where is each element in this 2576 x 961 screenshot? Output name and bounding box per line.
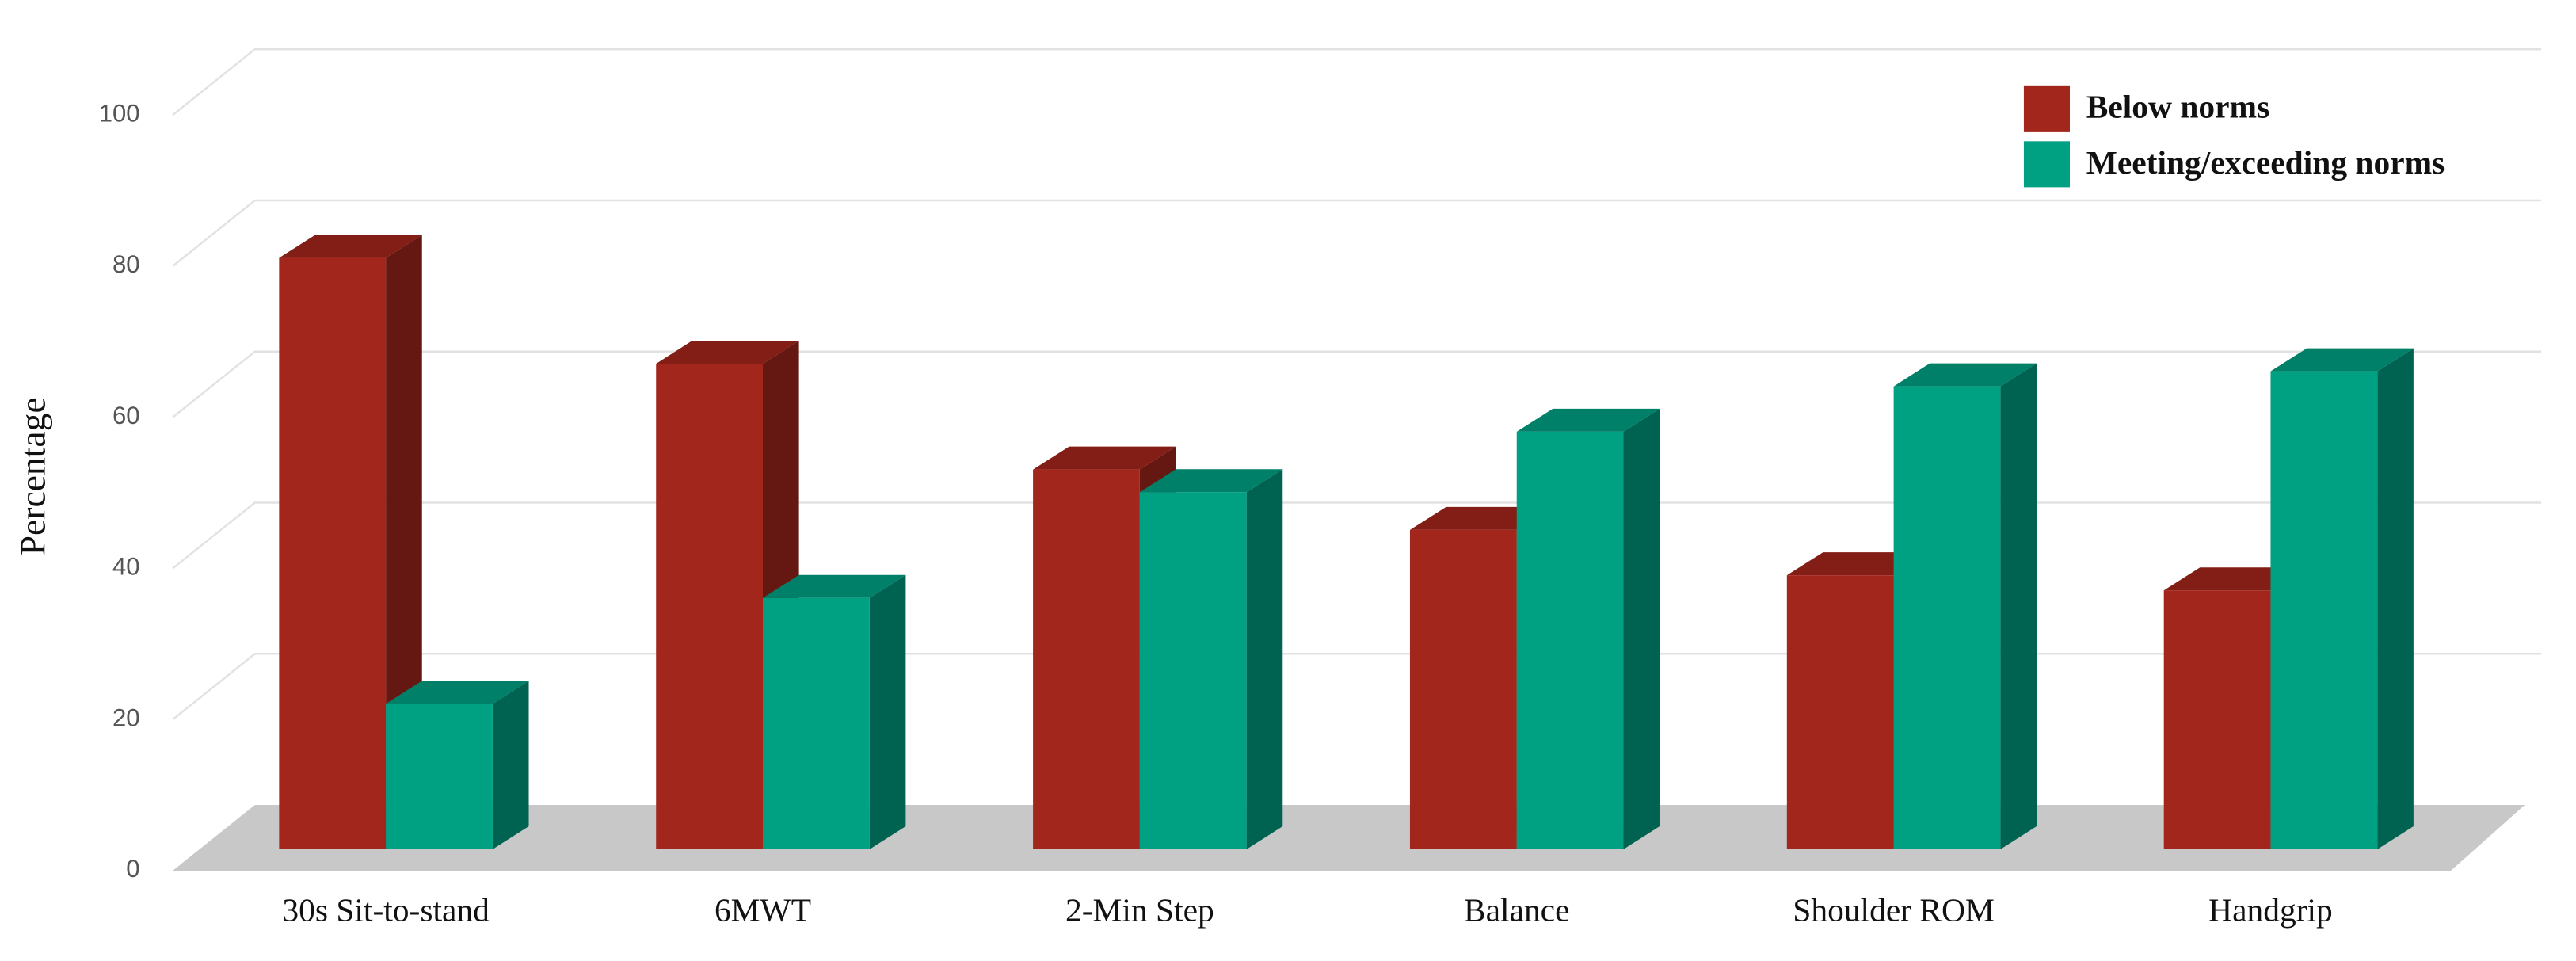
grid-line [172,199,2542,267]
bar [1409,529,1517,850]
y-tick-label: 20 [112,704,140,731]
bar-top [762,574,906,598]
bar-top [1516,408,1660,432]
x-tick-label: 2-Min Step [1065,891,1214,928]
bar [1516,431,1624,850]
bar [386,704,493,850]
x-tick-label: Shoulder ROM [1793,891,1995,928]
bar-top [1893,363,2037,387]
bar-side [2000,363,2037,850]
bar-side [492,681,529,850]
y-axis-label: Percentage [12,397,52,555]
bar-top [1139,469,1283,493]
legend-label: Meeting/exceeding norms [2086,144,2445,181]
bar-side [869,574,906,850]
bar [656,364,763,850]
grid-line [172,501,2542,570]
bar-top [656,341,799,364]
x-tick-label: 6MWT [714,891,811,928]
y-tick-label: 40 [112,553,140,581]
bar-side [1623,408,1660,850]
x-tick-label: Handgrip [2208,891,2333,928]
grid-line [172,48,2542,116]
bar [279,257,387,850]
bar-top [279,235,422,258]
bar-side [1246,469,1283,850]
legend-label: Below norms [2086,88,2270,124]
bar [1786,575,1894,850]
bar [2270,371,2378,850]
y-tick-label: 60 [112,402,140,429]
y-tick-label: 0 [126,855,139,883]
grid-line [172,350,2542,418]
y-tick-label: 80 [112,250,140,278]
bar-top [1033,446,1176,470]
bar [762,597,870,850]
bar-side [2377,348,2414,850]
grid-line [172,653,2542,721]
legend-swatch [2023,141,2070,188]
x-tick-label: 30s Sit-to-stand [282,891,490,928]
bar [1033,469,1140,850]
bar [1139,492,1247,850]
x-tick-label: Balance [1464,891,1570,928]
y-tick-label: 100 [99,99,140,127]
bar [1893,386,2001,850]
legend-swatch [2023,85,2070,132]
bar [2163,590,2271,850]
bar-top [386,681,529,704]
bar-top [2270,348,2414,372]
